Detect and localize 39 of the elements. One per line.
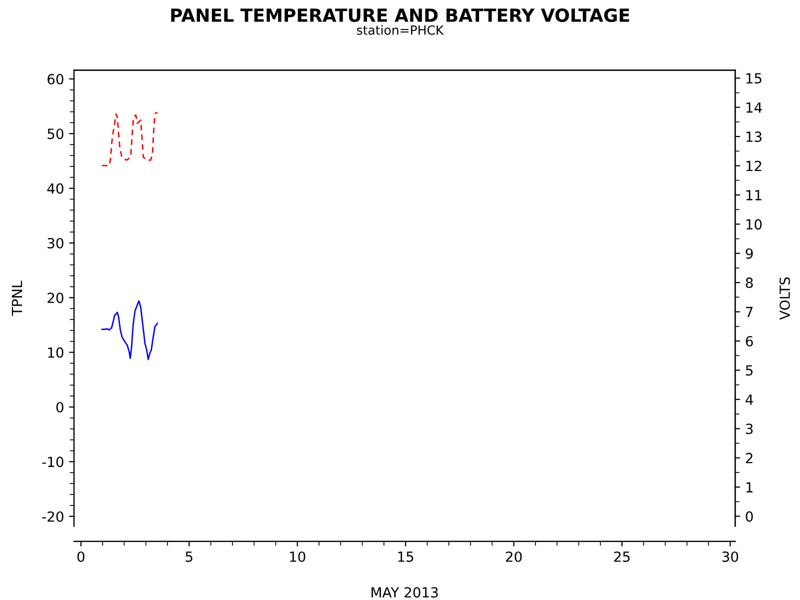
y-tick-label: 60 xyxy=(48,74,64,84)
y2-tick-label: 7 xyxy=(746,306,753,318)
x-tick-label: 0 xyxy=(77,551,84,562)
y-tick-label: 20 xyxy=(48,292,64,304)
y-tick-label: 30 xyxy=(48,238,64,248)
chart-subtitle: station=PHCK xyxy=(357,25,444,35)
y2-tick-label: 13 xyxy=(746,131,762,142)
y2-tick-label: 1 xyxy=(746,482,752,492)
y2-tick-label: 3 xyxy=(746,424,753,434)
y2-tick-label: 12 xyxy=(746,160,762,171)
y2-tick-label: 11 xyxy=(746,190,762,200)
y2-tick-label: 2 xyxy=(746,452,752,464)
x-tick-label: 30 xyxy=(722,551,738,562)
y-tick-label: 10 xyxy=(48,347,64,358)
y2-tick-label: 15 xyxy=(746,73,762,84)
y2-tick-label: 6 xyxy=(746,336,753,346)
y-tick-label: -20 xyxy=(42,511,64,522)
y2-axis-title: VOLTS xyxy=(780,277,790,320)
x-axis-title: MAY 2013 xyxy=(372,587,438,598)
y-tick-label: 0 xyxy=(56,402,64,412)
y2-tick-label: 0 xyxy=(746,511,753,522)
line-series xyxy=(101,300,158,360)
y2-tick-label: 10 xyxy=(746,219,762,230)
y-tick-label: -10 xyxy=(42,456,64,468)
x-tick-label: 10 xyxy=(290,551,306,562)
y2-tick-label: 14 xyxy=(746,102,762,113)
x-tick-label: 15 xyxy=(398,552,414,562)
y2-tick-label: 4 xyxy=(746,394,753,405)
y-tick-label: 50 xyxy=(48,128,64,140)
chart-title: PANEL TEMPERATURE AND BATTERY VOLTAGE xyxy=(171,8,630,22)
y2-tick-label: 9 xyxy=(746,248,753,259)
y2-tick-label: 5 xyxy=(746,365,753,376)
x-tick-label: 5 xyxy=(186,552,192,562)
line-series xyxy=(101,112,158,166)
y-tick-label: 40 xyxy=(47,183,64,194)
x-tick-label: 25 xyxy=(614,551,630,562)
x-tick-label: 20 xyxy=(506,551,522,562)
y2-tick-label: 8 xyxy=(746,278,753,288)
y-axis-title: TPNL xyxy=(12,280,22,316)
